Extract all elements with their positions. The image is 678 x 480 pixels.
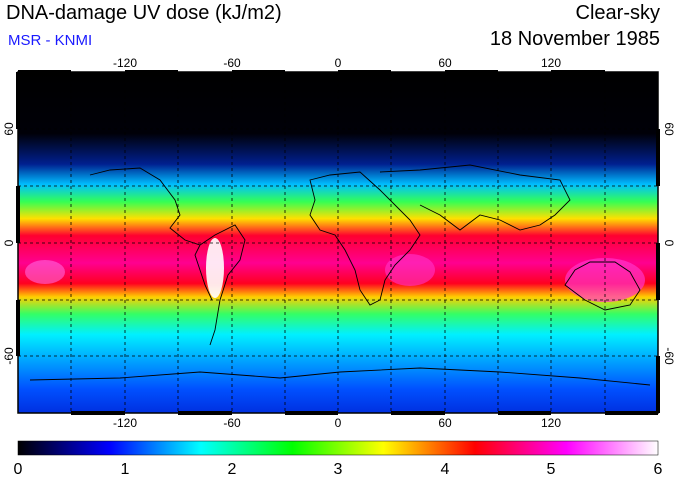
lon-label-bottom: -120 <box>113 416 137 430</box>
lat-label-left: -60 <box>2 347 16 365</box>
source-label: MSR - KNMI <box>8 32 93 49</box>
colorbar-label: 3 <box>334 461 343 478</box>
colorbar-label: 1 <box>121 461 130 478</box>
colorbar-label: 2 <box>228 461 237 478</box>
lon-label-top: 60 <box>438 56 452 70</box>
africa-hotspot <box>385 254 435 286</box>
pacific-hotspot <box>25 260 65 284</box>
colorbar-label: 0 <box>14 461 23 478</box>
lon-label-bottom: 60 <box>438 416 452 430</box>
lat-label-left: 60 <box>2 122 16 136</box>
lon-label-top: 120 <box>541 56 561 70</box>
graticule <box>18 72 658 413</box>
map-date: 18 November 1985 <box>489 28 660 50</box>
lon-label-top: -120 <box>113 56 137 70</box>
lat-label-right: -60 <box>662 347 676 365</box>
lon-label-top: 0 <box>335 56 342 70</box>
frame-bars <box>16 70 660 415</box>
lon-label-top: -60 <box>223 56 241 70</box>
lat-label-left: 0 <box>2 239 16 246</box>
colorbar-label: 6 <box>654 461 663 478</box>
lon-label-bottom: 0 <box>335 416 342 430</box>
lat-label-right: 60 <box>662 122 676 136</box>
andes-hotspot <box>206 238 224 298</box>
map-title: DNA-damage UV dose (kJ/m2) <box>6 2 282 24</box>
coastlines <box>29 164 651 386</box>
lon-label-bottom: -60 <box>223 416 241 430</box>
sky-condition: Clear-sky <box>575 2 660 24</box>
lat-label-right: 0 <box>662 240 676 247</box>
colorbar <box>17 440 659 456</box>
colorbar-label: 4 <box>441 461 450 478</box>
lon-label-bottom: 120 <box>541 416 561 430</box>
colorbar-label: 5 <box>547 461 556 478</box>
